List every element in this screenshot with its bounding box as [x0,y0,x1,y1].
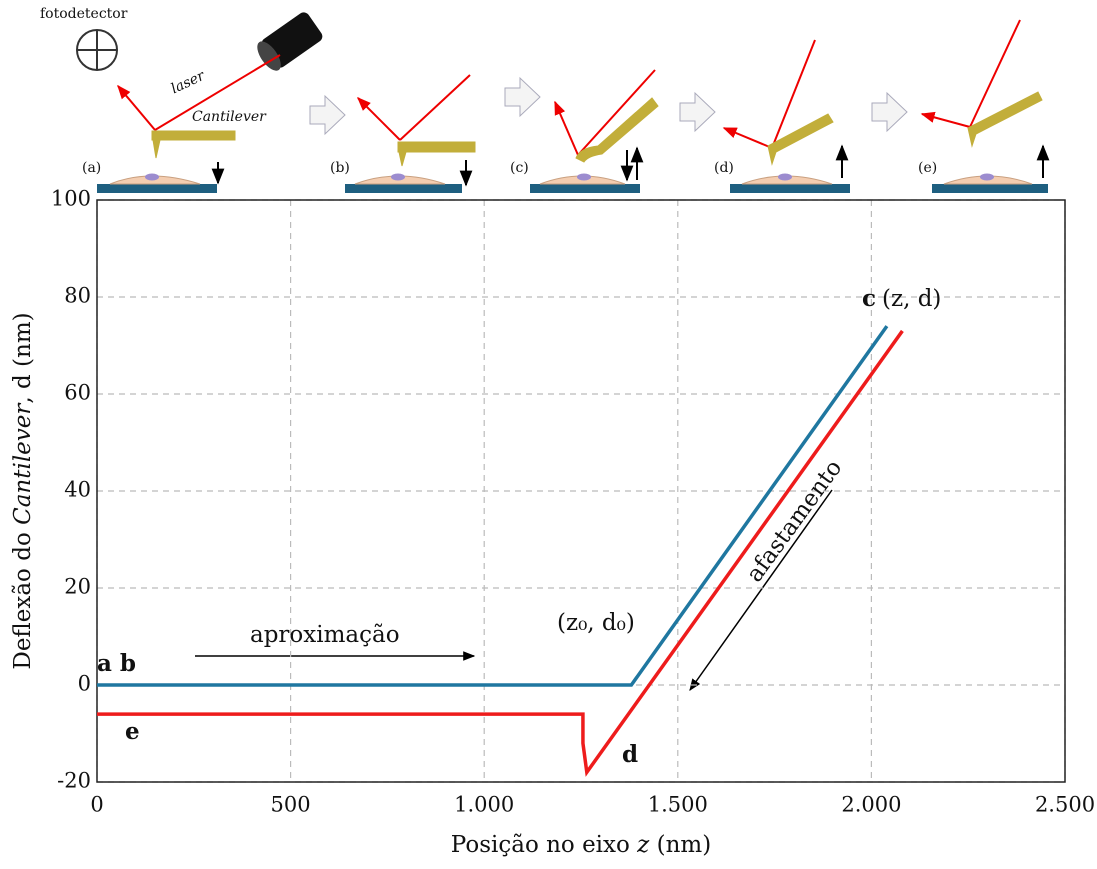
annotation: e [125,718,140,745]
illustration-label: (a) [82,160,101,176]
y-axis-label: Deflexão do Cantilever, d (nm) [10,312,36,669]
y-tick-label: -20 [57,769,91,793]
arrow [689,489,833,691]
x-tick-label: 1.500 [648,793,708,817]
annotation: c [862,285,876,312]
x-axis-label-part: (nm) [649,832,711,858]
annotation: afastamento [742,455,848,587]
x-axis-label-part: z [636,832,650,858]
x-tick-label: 1.000 [454,793,514,817]
x-tick-label: 2.000 [841,793,901,817]
annotation: (z, d) [882,286,941,312]
illustration-label: (e) [918,160,937,176]
x-axis-label-part: Posição no eixo [451,832,637,858]
illustration-label: fotodetector [40,6,128,22]
x-tick-label: 500 [271,793,311,817]
illustration-label: (b) [330,160,350,176]
illustration: fotodetector laser Cantilever (a) (b) (c) (d) (… [40,6,1050,193]
plot-frame [96,199,1066,783]
y-tick-label: 0 [78,672,91,696]
y-axis-label-part: Cantilever [10,402,36,525]
annotation: (z₀, d₀) [557,610,635,636]
y-tick-label: 100 [51,187,91,211]
x-tick-label: 2.500 [1035,793,1095,817]
y-tick-label: 20 [64,575,91,599]
annotation: a b [97,650,136,677]
y-tick-label: 40 [64,478,91,502]
data-line [97,325,889,687]
illustration-label: Cantilever [192,109,267,125]
annotation: d [622,741,638,768]
annotation: aproximação [250,622,400,648]
y-axis-label-part: , d (nm) [10,312,36,403]
x-axis-label: Posição no eixo z (nm) [451,832,711,858]
data-line [97,329,904,777]
illustration-label: (c) [510,160,529,176]
y-tick-label: 80 [64,284,91,308]
illustration-label: (d) [714,160,734,176]
illustration-label: laser [169,67,209,97]
x-tick-label: 0 [90,793,103,817]
y-axis-label-part: Deflexão do [10,525,36,670]
y-tick-label: 60 [64,381,91,405]
